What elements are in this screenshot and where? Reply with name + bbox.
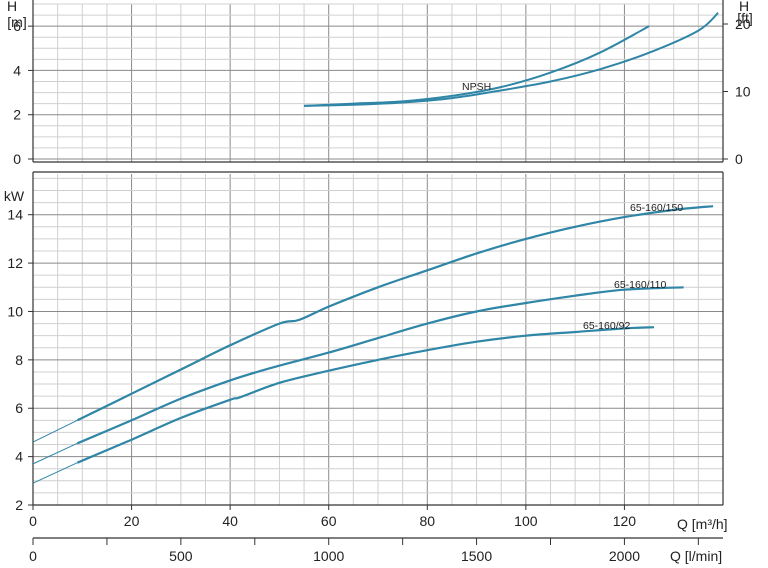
xtick-label-m3h: 80 [419,513,435,529]
ylabel-kw: kW [4,188,25,204]
ylabel-h: H [7,0,17,14]
xtick-label-m3h: 0 [29,513,37,529]
xtick-label-lmin: 2000 [609,548,640,564]
curves [32,12,719,484]
power-curve-startup [32,442,78,465]
xtick-label-m3h: 120 [613,513,637,529]
xlabel-m3h: Q [m³/h] [677,516,728,532]
npsh-curve-1 [304,25,650,107]
xtick-label-m3h: 60 [321,513,337,529]
power-curve-startup [32,462,78,484]
xtick-label-m3h: 20 [124,513,140,529]
ytick-label-m: 6 [13,18,21,34]
xtick-label-m3h: 100 [514,513,538,529]
ylabel-ft: [ft] [737,10,753,26]
xtick-label-lmin: 1000 [313,548,344,564]
ytick-label-ft: 0 [735,151,743,167]
ytick-label-ft: 10 [735,84,751,100]
xtick-label-lmin: 1500 [461,548,492,564]
xlabel-lmin: Q [l/min] [670,548,722,564]
ytick-label-kw: 12 [7,255,23,271]
ytick-label-m: 4 [13,62,21,78]
power-curve-startup [32,419,78,443]
ytick-label-m: 2 [13,107,21,123]
ytick-label-kw: 2 [15,497,23,513]
ytick-label-kw: 10 [7,303,23,319]
series-label: 65-160/150 [630,202,683,214]
series-label: 65-160/110 [614,279,667,291]
power-grid [32,174,724,506]
panel-frames [32,0,724,539]
ytick-label-kw: 14 [7,207,23,223]
power-curve [76,326,655,464]
series-label: 65-160/92 [583,320,630,332]
power-curve [76,286,684,445]
power-curve [76,205,714,422]
xtick-label-m3h: 40 [222,513,238,529]
ytick-label-ft: 20 [735,16,751,32]
ytick-label-kw: 4 [15,449,23,465]
ytick-label-kw: 6 [15,400,23,416]
xtick-label-lmin: 500 [169,548,193,564]
ytick-label-kw: 8 [15,352,23,368]
npsh-grid [32,3,724,162]
ylabel-h-right: H [739,0,749,14]
xtick-label-lmin: 0 [29,548,37,564]
npsh-curve-2 [304,12,719,107]
npsh-label: NPSH [462,81,491,93]
ytick-label-m: 0 [13,151,21,167]
ylabel-m: [m] [7,14,26,30]
series-labels: NPSH 65-160/150 65-160/110 65-160/92 [462,81,683,332]
